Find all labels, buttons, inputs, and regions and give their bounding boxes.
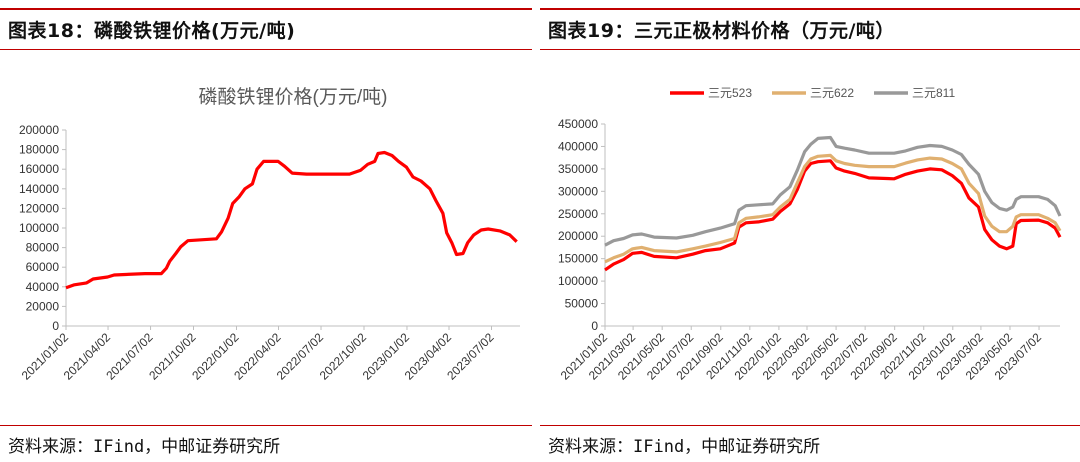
y-tick-label: 200000 [558, 229, 598, 243]
y-tick-label: 120000 [19, 201, 59, 215]
y-tick-label: 180000 [19, 143, 59, 157]
series-line-三元622 [604, 153, 1062, 264]
figure-title: 图表18：磷酸铁锂价格(万元/吨) [8, 20, 296, 42]
series-line-三元523 [604, 159, 1062, 272]
left-figure-panel: 图表18：磷酸铁锂价格(万元/吨) 磷酸铁锂价格(万元/吨) 0 20000 4000… [0, 0, 532, 462]
y-tick-label: 250000 [558, 207, 598, 221]
y-tick-label: 400000 [558, 139, 598, 153]
chart-title: 磷酸铁锂价格(万元/吨) [199, 86, 388, 108]
y-tick-label: 60000 [26, 260, 60, 274]
y-tick-label: 40000 [26, 280, 60, 294]
x-tick-label: 2023/07/02 [444, 330, 497, 383]
y-tick-label: 80000 [26, 241, 60, 255]
y-tick-label: 0 [591, 319, 598, 333]
legend-label: 三元622 [810, 86, 854, 100]
y-tick-label: 140000 [19, 182, 59, 196]
lfp-price-chart: 磷酸铁锂价格(万元/吨) 0 20000 40000 60000 80000 100000 1… [19, 86, 520, 383]
source-rule [0, 425, 532, 426]
y-tick-label: 160000 [19, 162, 59, 176]
y-tick-label: 0 [52, 319, 59, 333]
series-line [65, 150, 518, 290]
top-rule [0, 8, 532, 10]
source-note: 资料来源：IFind，中邮证券研究所 [548, 437, 821, 457]
source-note: 资料来源：IFind，中邮证券研究所 [8, 437, 281, 457]
y-tick-label: 450000 [558, 117, 598, 131]
figure-title: 图表19：三元正极材料价格（万元/吨） [548, 20, 895, 42]
title-rule [540, 49, 1080, 50]
y-tick-label: 50000 [565, 297, 599, 311]
source-rule [540, 425, 1080, 426]
legend-label: 三元523 [708, 86, 752, 100]
y-tick-label: 20000 [26, 299, 60, 313]
y-tick-label: 200000 [19, 123, 59, 137]
series-line-三元811 [604, 135, 1062, 247]
y-tick-label: 100000 [19, 221, 59, 235]
y-tick-label: 150000 [558, 252, 598, 266]
top-rule [540, 8, 1080, 10]
y-tick-label: 300000 [558, 184, 598, 198]
right-figure-panel: 图表19：三元正极材料价格（万元/吨） 0 50000 100000 150000 20… [540, 0, 1080, 462]
ternary-cathode-price-chart: 0 50000 100000 150000 200000 250000 300000 3500… [558, 86, 1062, 383]
y-tick-label: 350000 [558, 162, 598, 176]
y-tick-label: 100000 [558, 274, 598, 288]
legend-label: 三元811 [912, 86, 955, 100]
title-rule [0, 49, 532, 50]
